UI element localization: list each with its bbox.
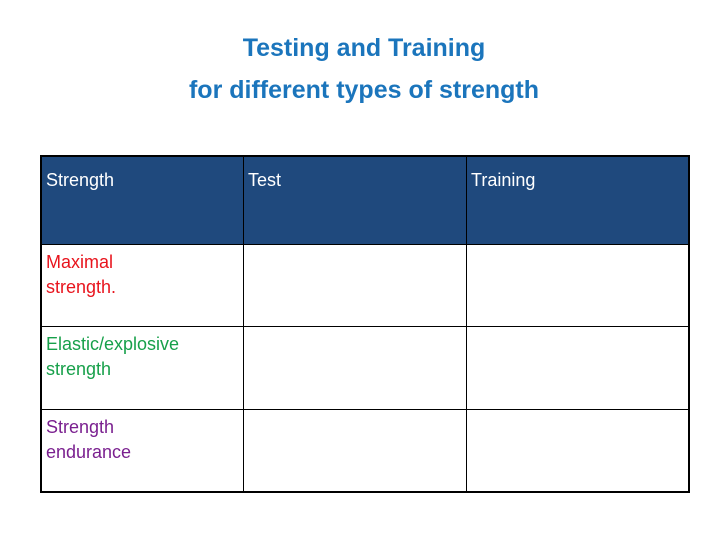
header-row: Strength Test Training — [40, 155, 690, 245]
title: Testing and Training — [242, 34, 486, 62]
header-cell: Strength — [40, 155, 244, 245]
table: Strength Test Training Maximal strength.… — [40, 155, 690, 493]
row: Elastic/explosive strength — [40, 326, 690, 410]
cell — [466, 243, 690, 328]
row: Strength endurance — [40, 408, 690, 493]
header-cell: Test — [243, 155, 467, 245]
cell — [243, 408, 467, 493]
row: Maximal strength. — [40, 243, 690, 328]
title: for different types of strength — [188, 76, 539, 104]
cell — [243, 243, 467, 328]
cell — [466, 408, 690, 493]
cell — [466, 326, 690, 410]
row-label: Elastic/explosive strength — [40, 326, 244, 410]
header-cell: Training — [466, 155, 690, 245]
row-label: Strength endurance — [40, 408, 244, 493]
row-label: Maximal strength. — [40, 243, 244, 328]
cell — [243, 326, 467, 410]
